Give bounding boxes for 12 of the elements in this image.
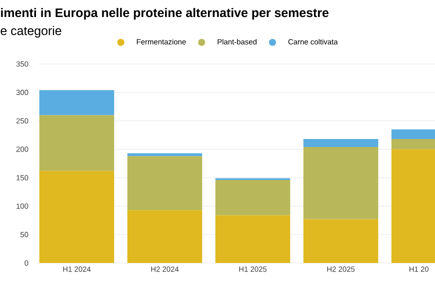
bar [303,147,378,220]
chart-subtitle: e categorie [0,26,62,38]
bar [39,115,114,171]
bar [303,139,378,148]
bar [127,156,202,210]
bar [127,210,202,263]
bar [215,180,290,216]
bar [303,219,378,263]
bar [39,170,114,263]
bar [39,90,114,116]
chart-title: imenti in Europa nelle proteine alternative per semestre [1,8,328,20]
bar [215,215,290,263]
